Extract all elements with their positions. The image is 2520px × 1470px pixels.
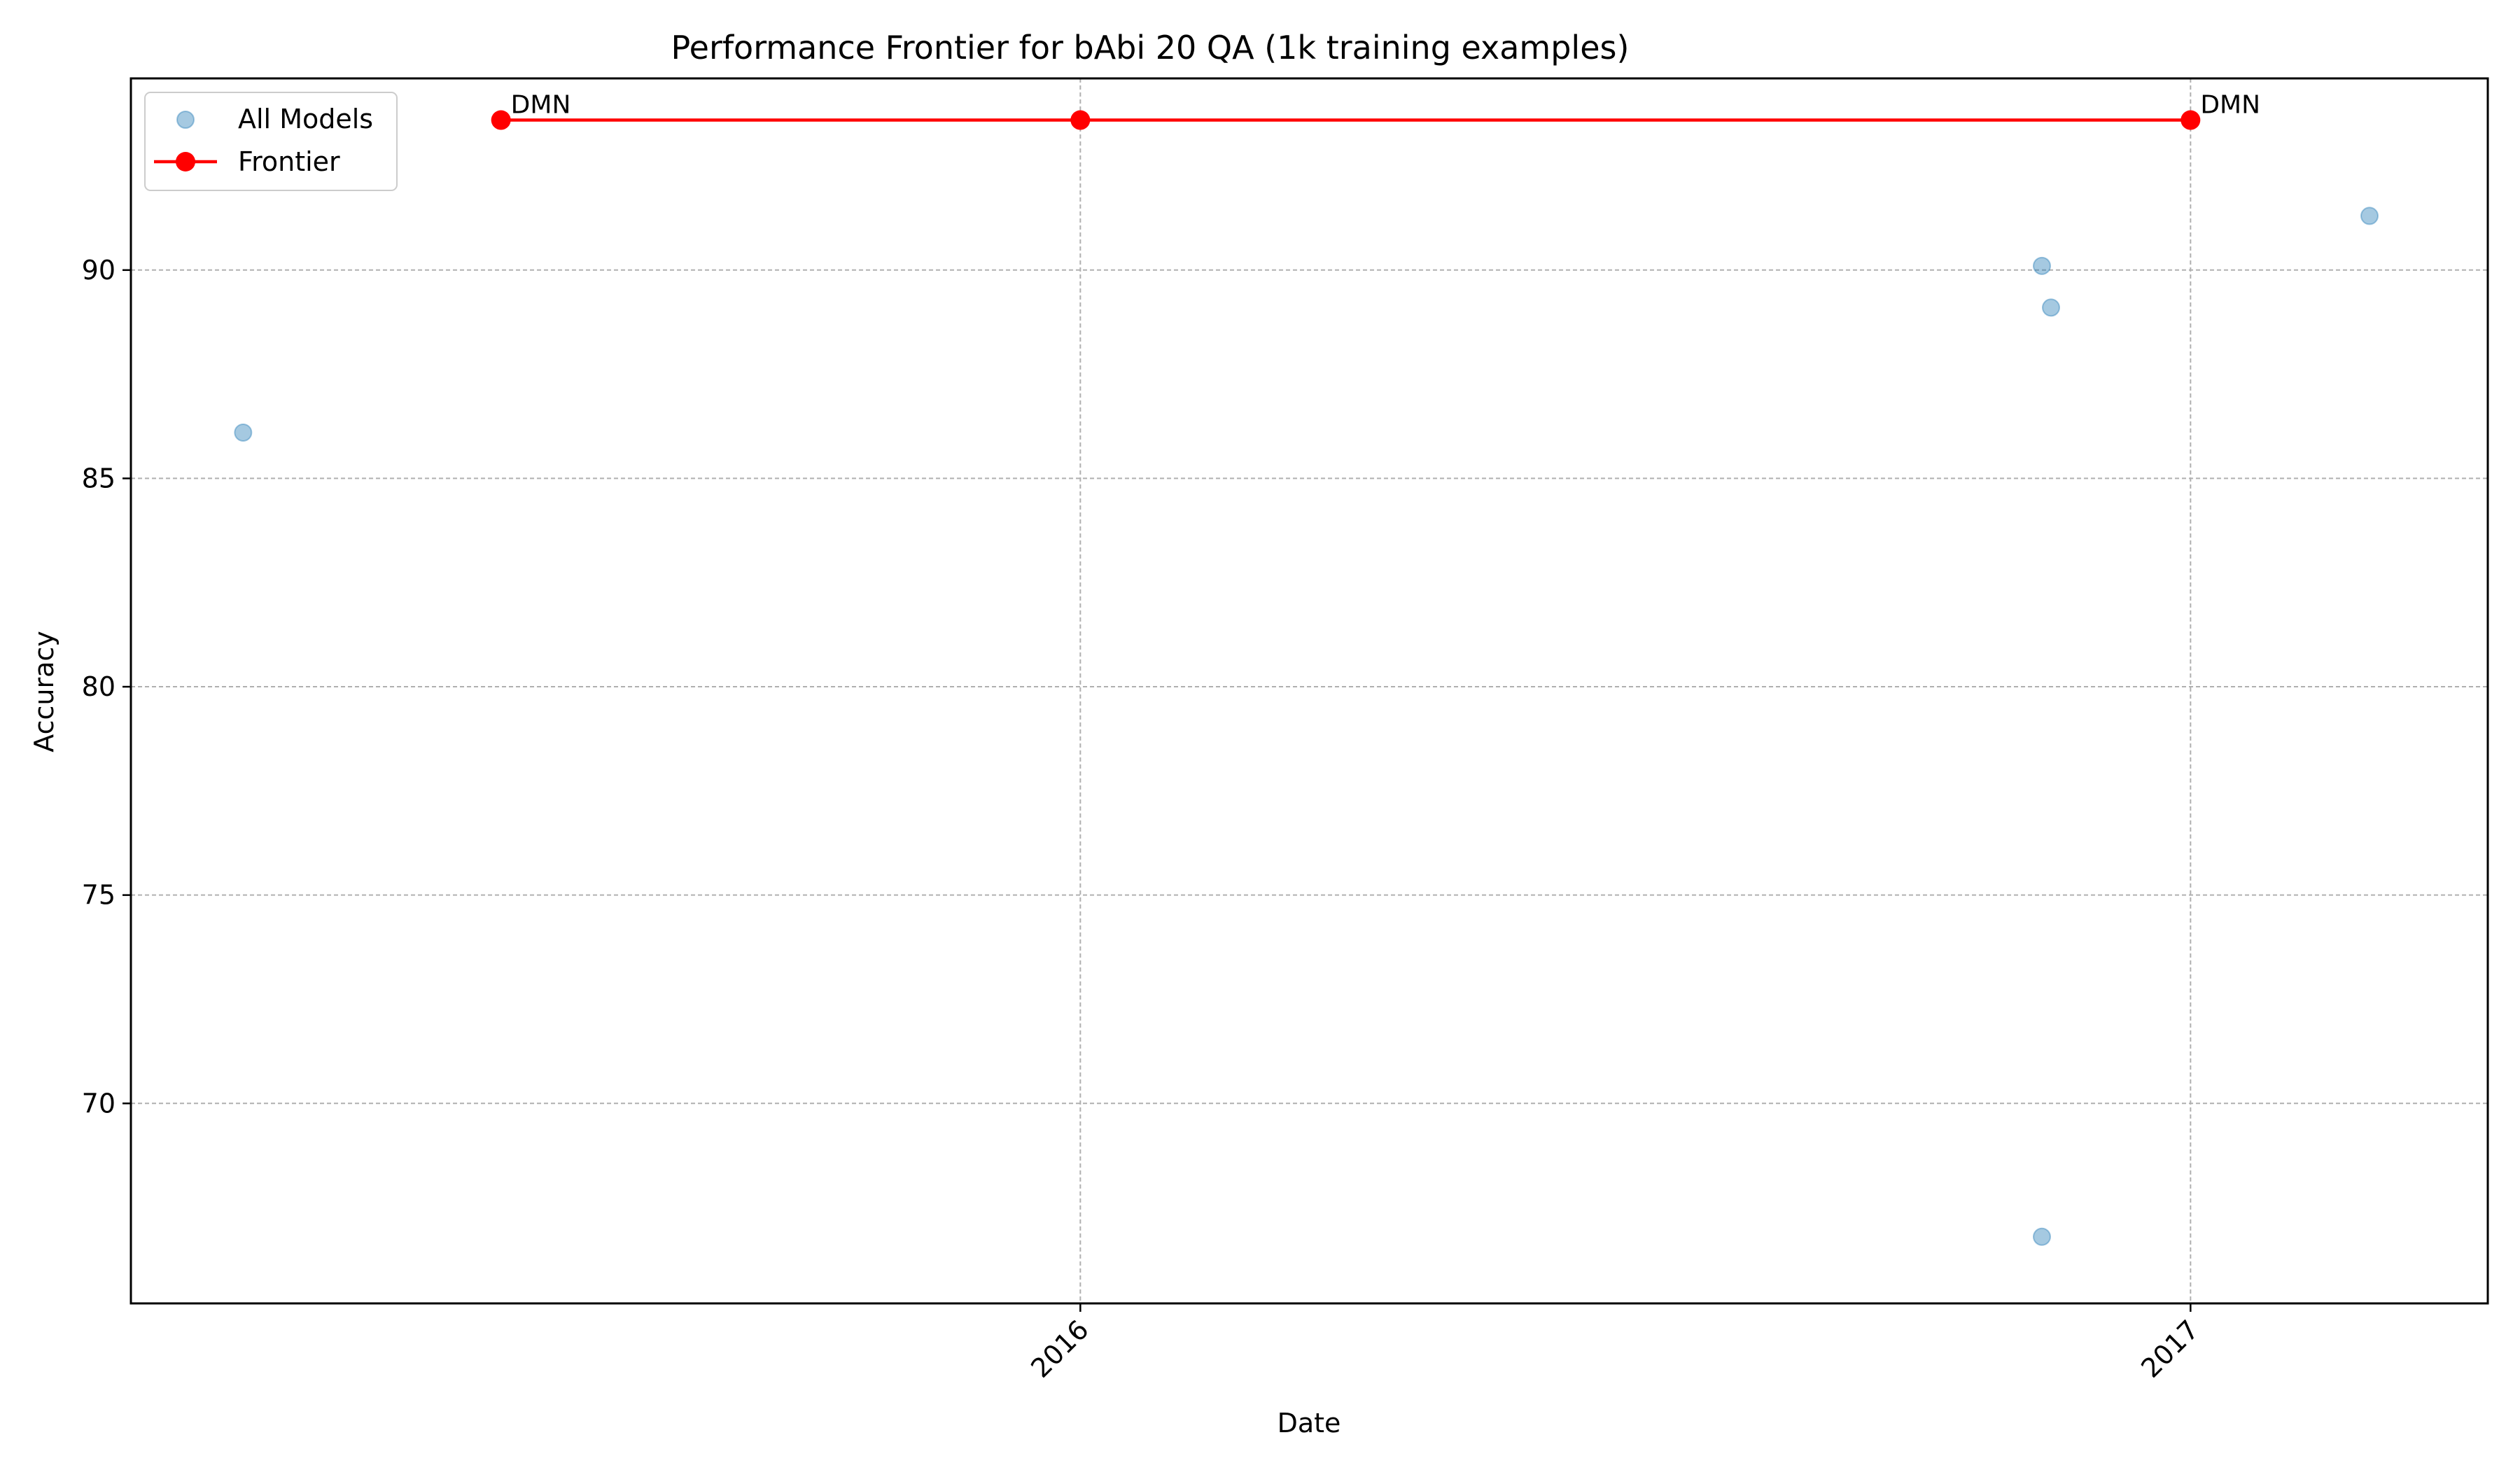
all-models-point <box>2033 256 2051 275</box>
y-tick-label: 70 <box>82 1088 115 1119</box>
legend-label-frontier: Frontier <box>238 146 340 177</box>
legend-marker-frontier <box>176 152 195 172</box>
all-models-point <box>234 423 253 442</box>
frontier-series <box>491 110 2201 130</box>
grid-lines <box>131 78 2488 1303</box>
legend-marker-all-models <box>176 111 195 129</box>
plot-frame <box>130 77 2489 1305</box>
all-models-point <box>2042 298 2060 317</box>
legend-label-all-models: All Models <box>238 104 373 134</box>
y-tick-label: 80 <box>82 671 115 702</box>
legend: All Models Frontier <box>144 92 398 191</box>
annotations: DMN DMN <box>511 91 2260 120</box>
chart-title: Performance Frontier for bAbi 20 QA (1k … <box>671 29 1630 66</box>
y-axis-ticks: 70 75 80 85 90 <box>82 255 131 1119</box>
y-axis-label: Accuracy <box>29 631 59 752</box>
annotation-label: DMN <box>511 91 571 120</box>
all-models-point <box>2360 206 2379 225</box>
frontier-point <box>491 110 511 130</box>
frontier-point <box>2180 110 2201 130</box>
y-tick-label: 90 <box>82 255 115 286</box>
frontier-point <box>1070 110 1091 130</box>
legend-box <box>144 92 398 191</box>
annotation-label: DMN <box>2200 91 2260 120</box>
all-models-point <box>2033 1227 2051 1246</box>
y-tick-label: 75 <box>82 880 115 911</box>
y-tick-label: 85 <box>82 463 115 493</box>
x-axis-label: Date <box>1278 1408 1341 1438</box>
all-models-series <box>234 206 2379 1246</box>
